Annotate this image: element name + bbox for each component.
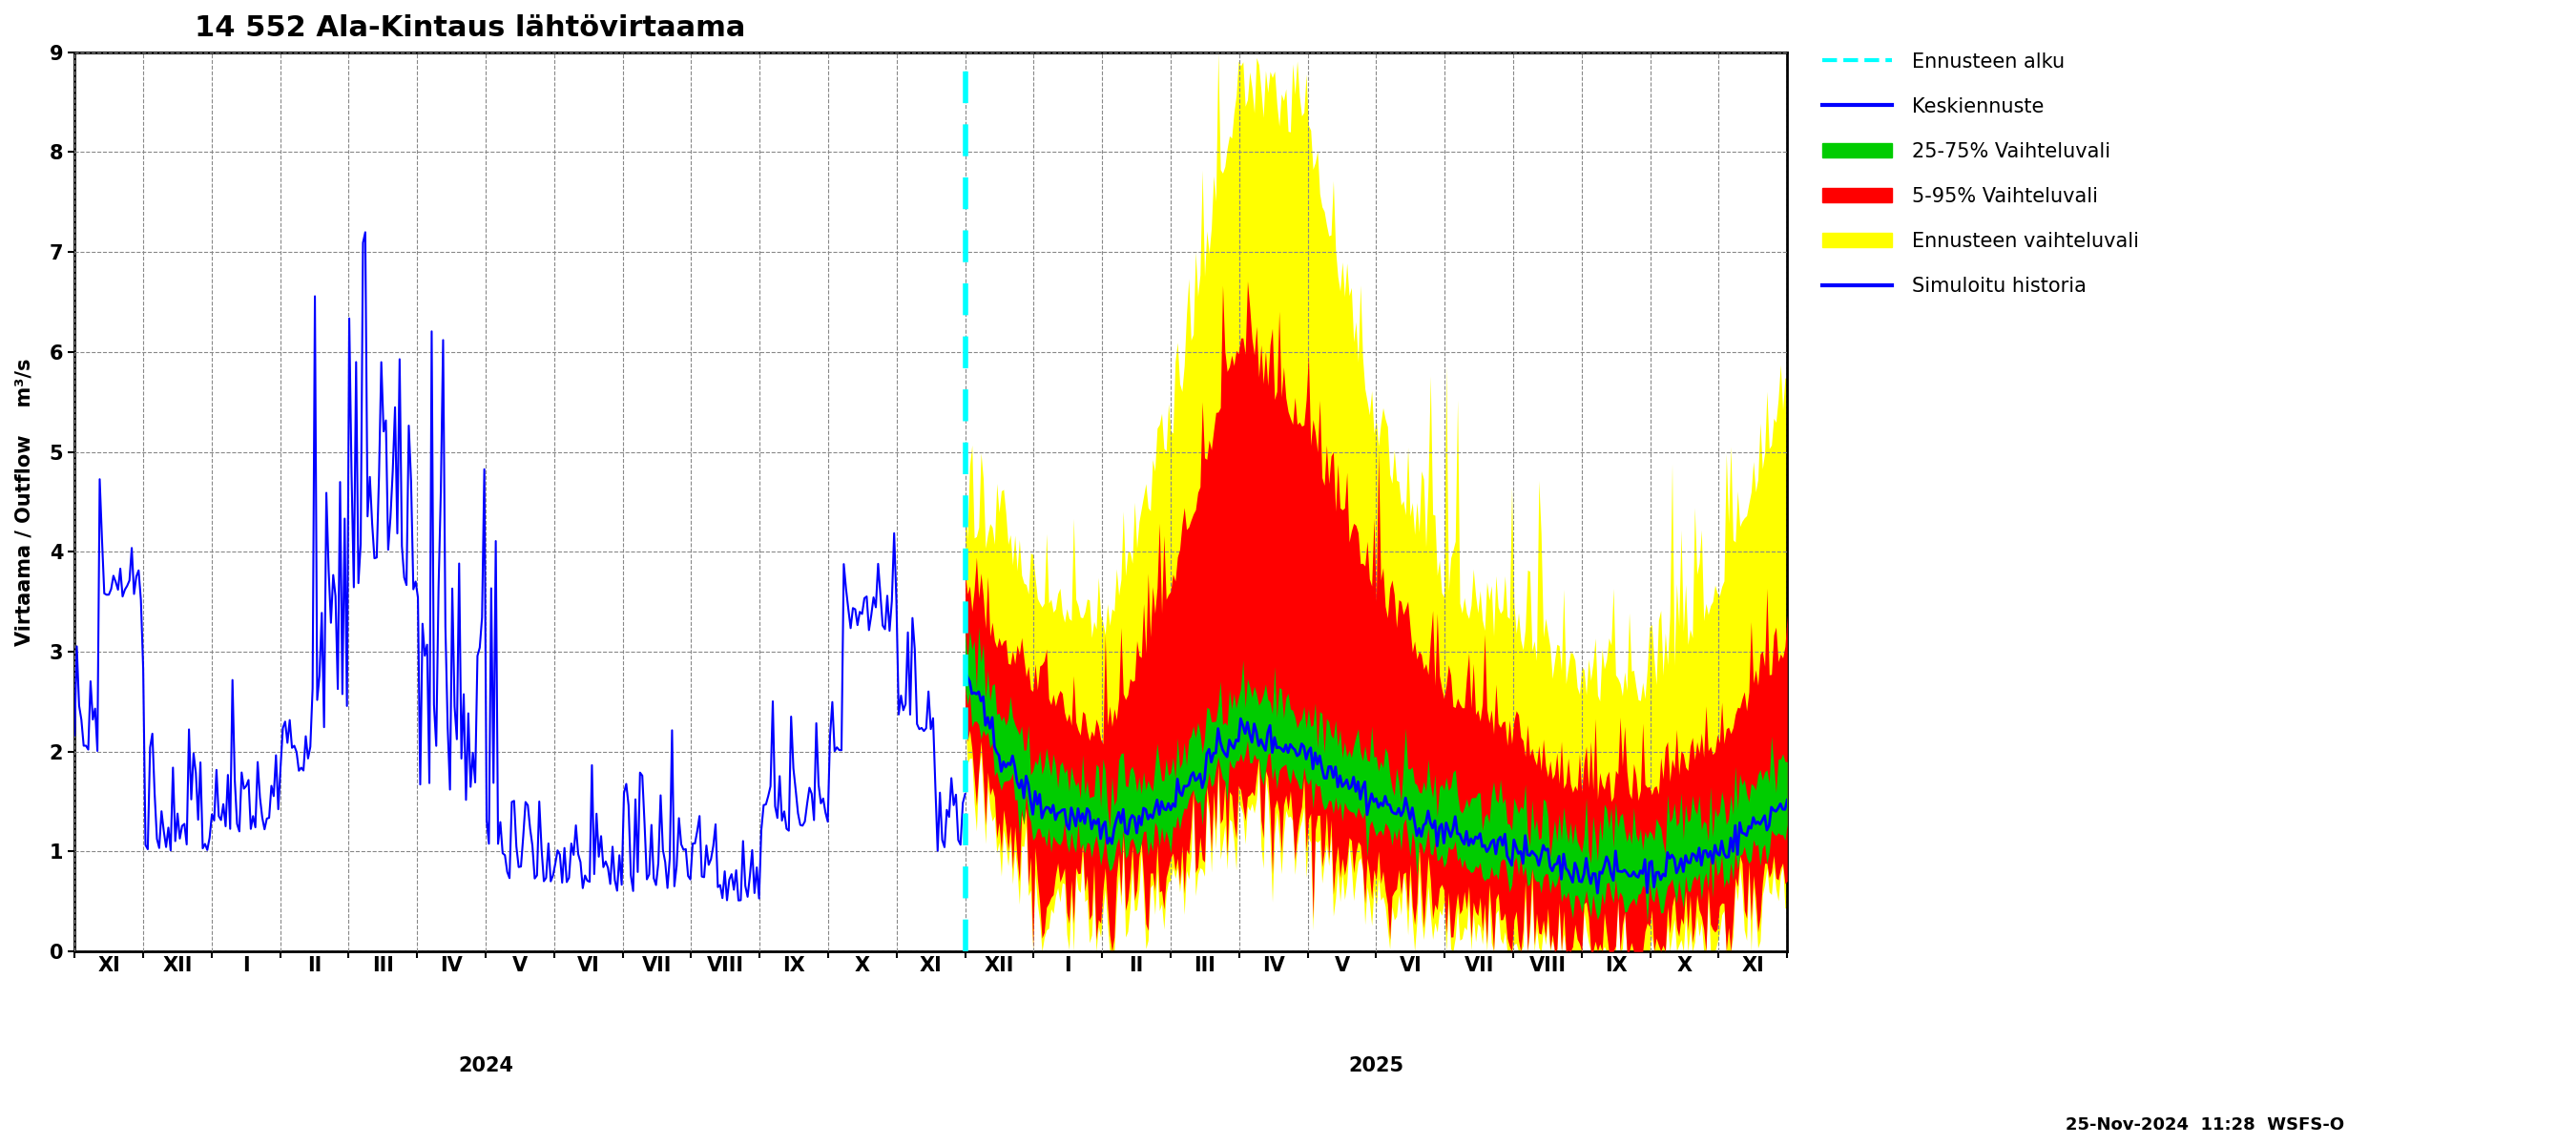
Text: 2025: 2025 — [1347, 1057, 1404, 1075]
Text: 25-Nov-2024  11:28  WSFS-O: 25-Nov-2024 11:28 WSFS-O — [2066, 1116, 2344, 1134]
Text: 2024: 2024 — [459, 1057, 513, 1075]
Y-axis label: Virtaama / Outflow    m³/s: Virtaama / Outflow m³/s — [15, 358, 33, 646]
Legend: Ennusteen alku, Keskiennuste, 25-75% Vaihteluvali, 5-95% Vaihteluvali, Ennusteen: Ennusteen alku, Keskiennuste, 25-75% Vai… — [1814, 45, 2146, 303]
Text: 14 552 Ala-Kintaus lähtövirtaama: 14 552 Ala-Kintaus lähtövirtaama — [193, 14, 744, 42]
